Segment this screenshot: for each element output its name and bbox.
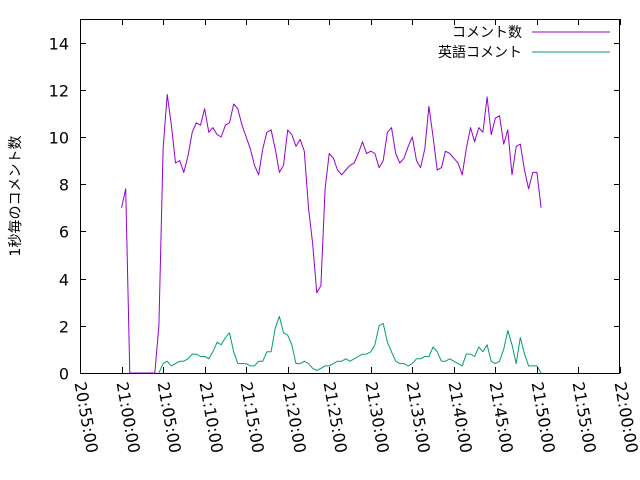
- y-tick-label: 14: [49, 35, 69, 54]
- legend-label-series-1: 英語コメント: [438, 44, 522, 61]
- y-tick-label: 10: [49, 129, 69, 148]
- y-tick-label: 6: [59, 223, 69, 242]
- plot-area-frame: [80, 19, 620, 374]
- y-axis-label: 1秒毎のコメント数: [8, 136, 24, 257]
- legend-label-series-0: コメント数: [452, 25, 522, 41]
- y-tick-label: 0: [59, 365, 69, 384]
- y-axis: 0 2 4 6 8 10 12 14: [49, 35, 620, 384]
- y-tick-label: 4: [59, 271, 69, 290]
- y-tick-label: 2: [59, 318, 69, 337]
- series-line-1: [158, 315, 542, 374]
- y-tick-label: 8: [59, 176, 69, 195]
- legend: コメント数 英語コメント: [438, 25, 610, 61]
- series-line-0: [121, 94, 542, 374]
- y-tick-label: 12: [49, 82, 69, 101]
- series-layer: [121, 94, 542, 374]
